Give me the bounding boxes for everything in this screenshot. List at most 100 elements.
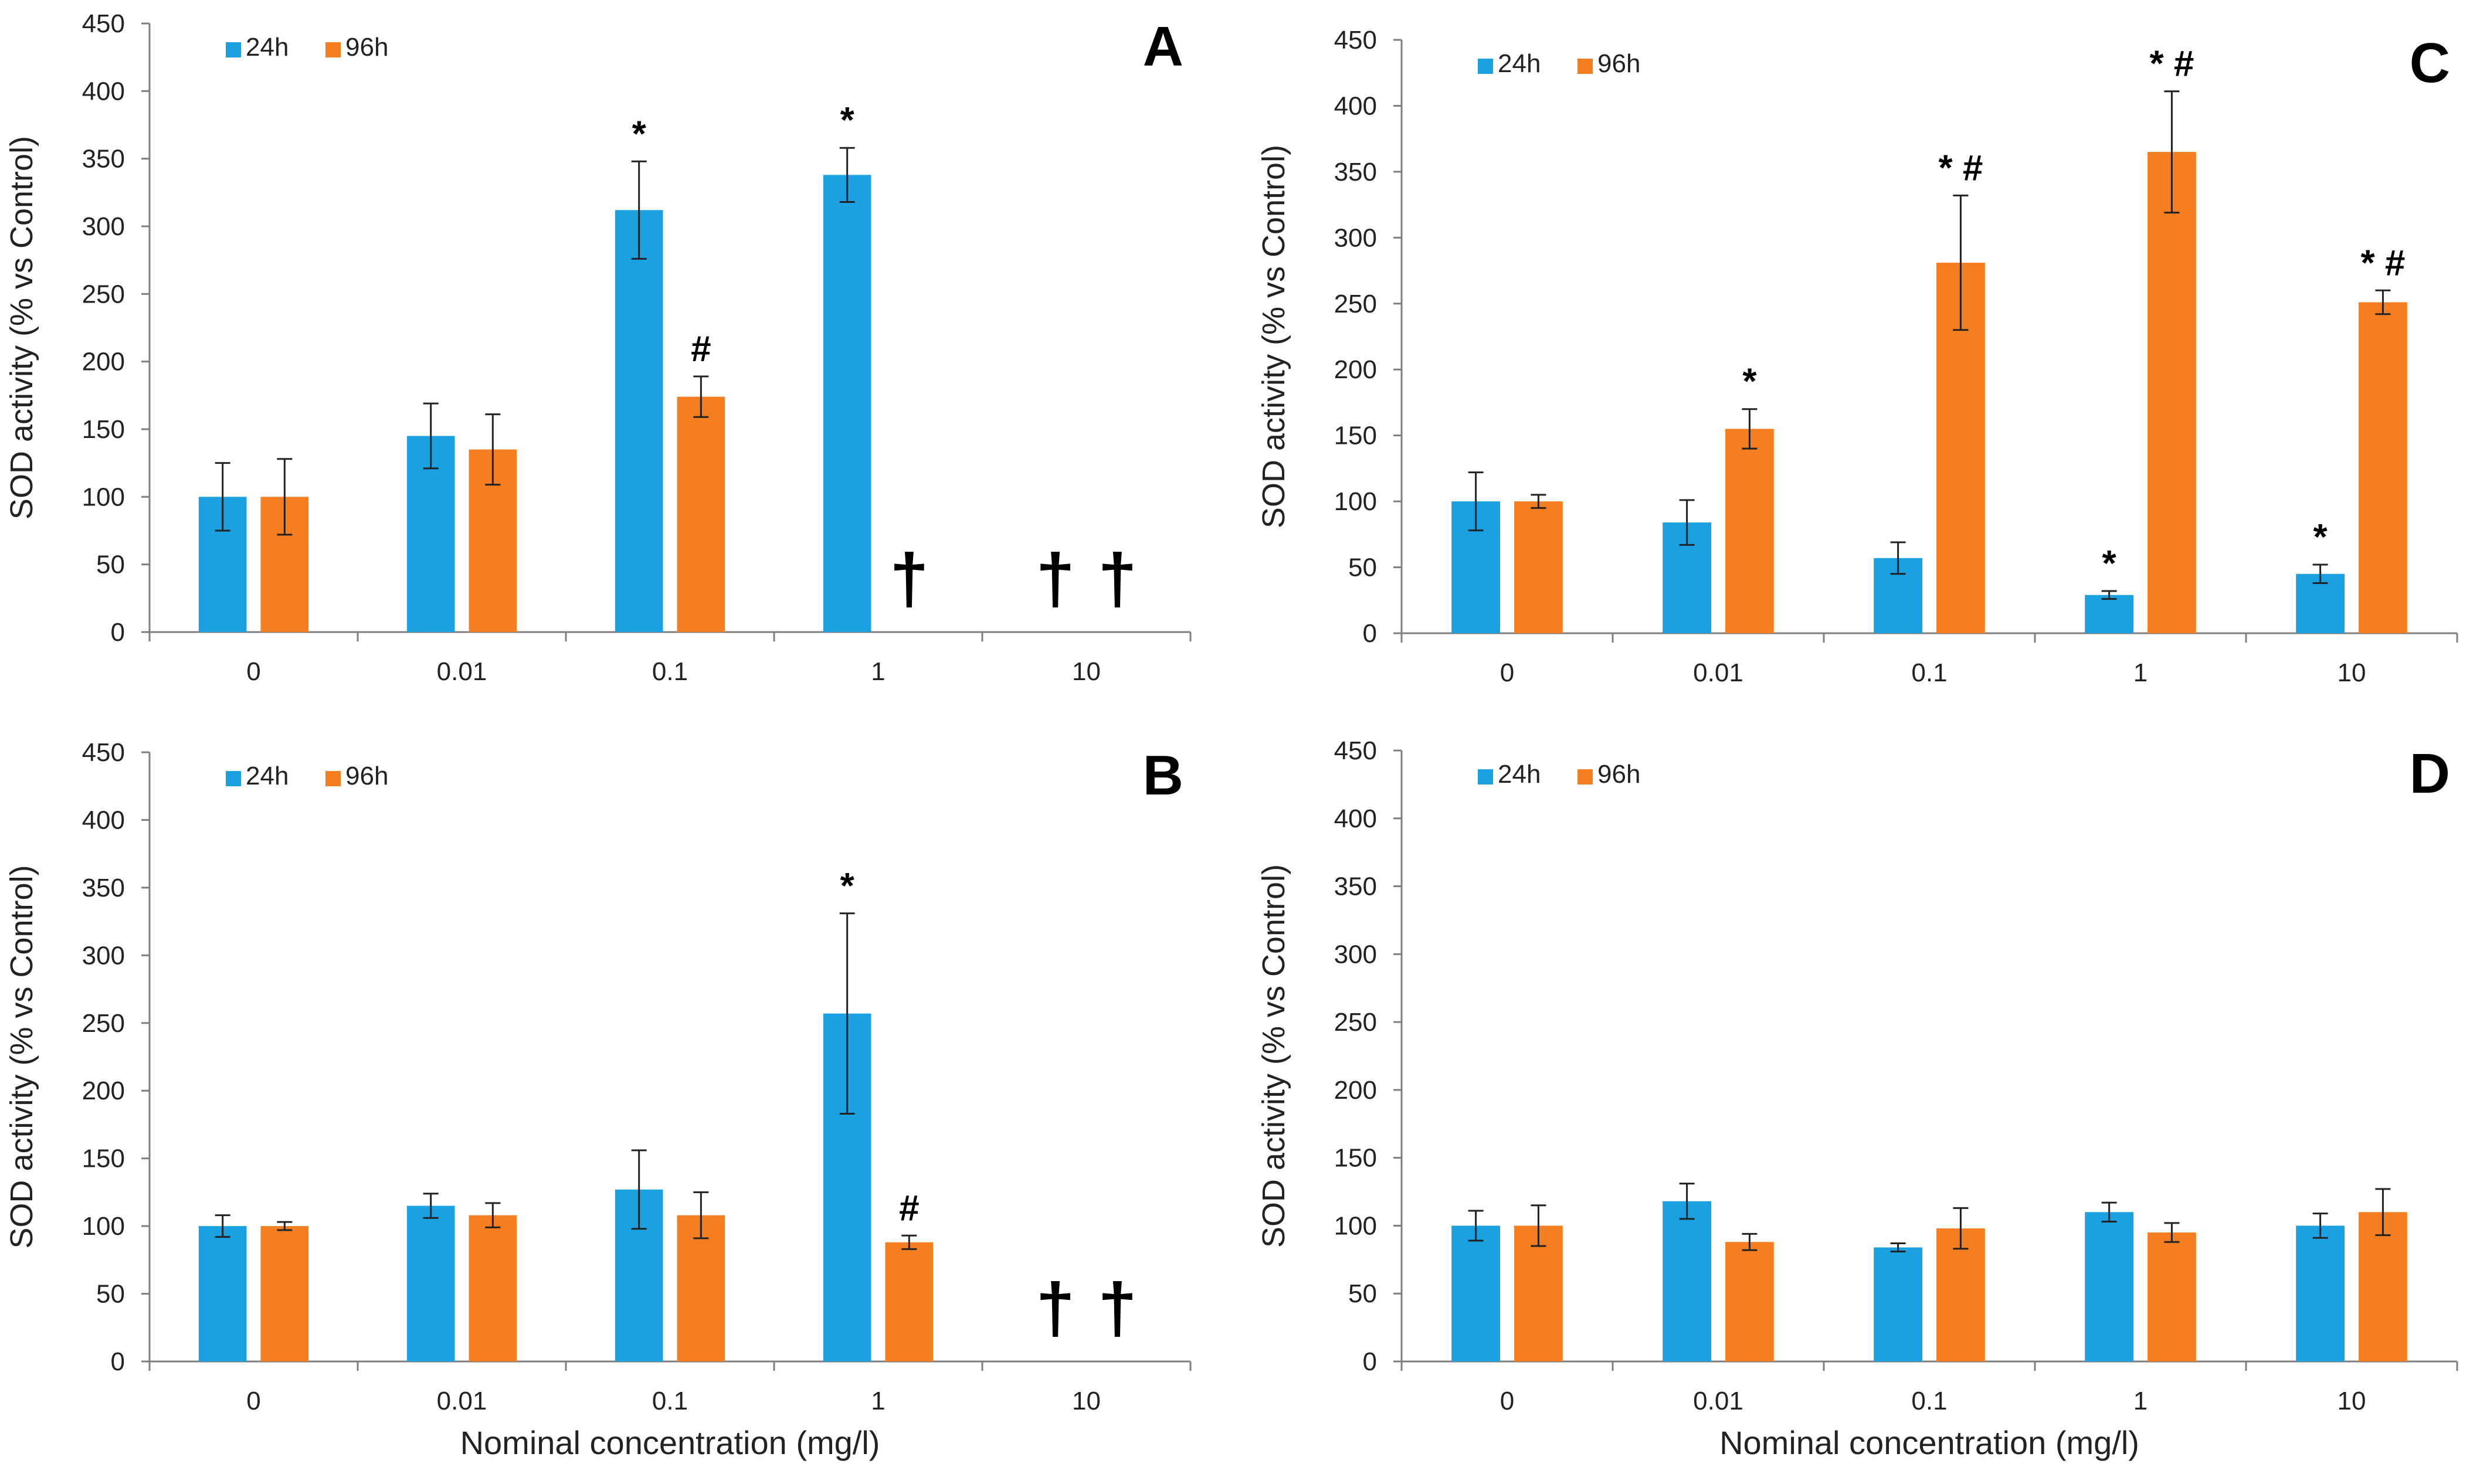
bar-96h	[469, 1215, 517, 1361]
x-tick-label: 0.01	[437, 1387, 487, 1415]
y-tick-label: 250	[1334, 290, 1377, 318]
x-tick-label: 1	[2133, 658, 2148, 687]
x-tick-label: 0.1	[1911, 1387, 1947, 1415]
x-tick-label: 0	[1500, 1387, 1514, 1415]
mortality-dagger: †	[1098, 1269, 1137, 1347]
bar-96h	[677, 396, 725, 632]
mortality-dagger: †	[890, 539, 929, 618]
y-tick-label: 350	[1334, 158, 1377, 186]
significance-mark: *	[2102, 544, 2117, 584]
x-tick-label: 0	[246, 1387, 260, 1415]
y-tick-label: 350	[82, 874, 125, 902]
y-tick-label: 400	[82, 806, 125, 834]
bar-24h	[823, 175, 871, 632]
y-tick-label: 100	[1334, 487, 1377, 516]
y-tick-label: 0	[111, 618, 125, 647]
y-tick-label: 400	[1334, 91, 1377, 120]
bar-24h	[1874, 1247, 1922, 1361]
x-tick-label: 10	[1072, 657, 1101, 686]
mortality-dagger: †	[1036, 539, 1075, 618]
x-tick-label: 0.1	[1911, 658, 1947, 687]
legend-label-96h: 96h	[345, 762, 388, 790]
x-tick-label: 10	[1072, 1387, 1101, 1415]
bar-96h	[2359, 302, 2407, 633]
panel-label: B	[1143, 744, 1183, 807]
y-axis-label: SOD activity (% vs Control)	[4, 865, 39, 1248]
bar-24h	[2085, 595, 2133, 633]
bar-24h	[198, 1226, 247, 1361]
x-tick-label: 10	[2338, 658, 2366, 687]
significance-mark: *	[840, 100, 855, 141]
legend-swatch-24h	[226, 771, 241, 786]
legend-swatch-24h	[226, 42, 241, 57]
bar-96h	[1514, 501, 1563, 633]
y-tick-label: 250	[1334, 1008, 1377, 1037]
legend-label-96h: 96h	[345, 33, 388, 62]
significance-mark: *	[632, 114, 647, 154]
x-axis-label: Nominal concentration (mg/l)	[1719, 1424, 2139, 1461]
bar-24h	[1451, 1225, 1500, 1361]
bar-24h	[2296, 1225, 2345, 1361]
x-tick-label: 0.1	[652, 657, 688, 686]
y-tick-label: 100	[82, 1212, 125, 1241]
significance-mark: * #	[2149, 44, 2194, 84]
significance-mark: * #	[2360, 243, 2405, 283]
significance-mark: *	[1742, 362, 1757, 402]
mortality-dagger: †	[1036, 1269, 1075, 1347]
y-tick-label: 200	[1334, 1076, 1377, 1105]
y-tick-label: 300	[1334, 940, 1377, 969]
bar-96h	[1725, 1242, 1774, 1361]
significance-mark: #	[899, 1188, 919, 1228]
x-tick-label: 1	[871, 657, 885, 686]
y-tick-label: 300	[1334, 223, 1377, 252]
legend-swatch-24h	[1478, 59, 1493, 74]
bar-24h	[615, 210, 663, 632]
significance-mark: *	[2313, 517, 2328, 558]
significance-mark: *	[840, 866, 855, 906]
bar-24h	[1663, 1201, 1711, 1361]
panel-label: D	[2410, 742, 2450, 805]
y-tick-label: 200	[82, 1077, 125, 1105]
y-tick-label: 350	[1334, 872, 1377, 901]
y-axis-label: SOD activity (% vs Control)	[1256, 145, 1291, 528]
x-tick-label: 10	[2338, 1387, 2366, 1415]
x-axis-label: Nominal concentration (mg/l)	[460, 1424, 880, 1461]
y-tick-label: 0	[111, 1347, 125, 1376]
y-tick-label: 150	[82, 415, 125, 444]
legend-swatch-96h	[1578, 769, 1593, 785]
mortality-dagger: †	[1098, 539, 1137, 618]
y-tick-label: 450	[82, 738, 125, 767]
legend-swatch-96h	[325, 42, 341, 57]
bar-24h	[406, 1205, 455, 1361]
y-tick-label: 50	[1348, 553, 1377, 582]
x-tick-label: 1	[2133, 1387, 2148, 1415]
bar-96h	[677, 1215, 725, 1361]
significance-mark: #	[691, 329, 711, 369]
y-tick-label: 400	[1334, 804, 1377, 833]
legend-label-96h: 96h	[1597, 49, 1640, 78]
y-tick-label: 250	[82, 280, 125, 308]
bar-96h	[885, 1242, 934, 1361]
y-tick-label: 150	[1334, 422, 1377, 450]
bar-96h	[1514, 1225, 1563, 1361]
y-tick-label: 200	[82, 348, 125, 376]
y-tick-label: 350	[82, 145, 125, 174]
y-tick-label: 0	[1363, 1347, 1377, 1376]
x-tick-label: 0.01	[1693, 658, 1743, 687]
y-tick-label: 100	[82, 483, 125, 511]
panel-label: A	[1143, 15, 1183, 78]
legend-label-24h: 24h	[246, 762, 289, 790]
bar-96h	[2148, 152, 2196, 634]
y-axis-label: SOD activity (% vs Control)	[1256, 864, 1291, 1248]
y-tick-label: 250	[82, 1009, 125, 1038]
y-tick-label: 100	[1334, 1211, 1377, 1240]
bar-96h	[260, 1226, 309, 1361]
significance-mark: * #	[1938, 148, 1983, 188]
y-tick-label: 0	[1363, 619, 1377, 648]
y-tick-label: 450	[82, 9, 125, 38]
x-tick-label: 1	[871, 1387, 885, 1415]
